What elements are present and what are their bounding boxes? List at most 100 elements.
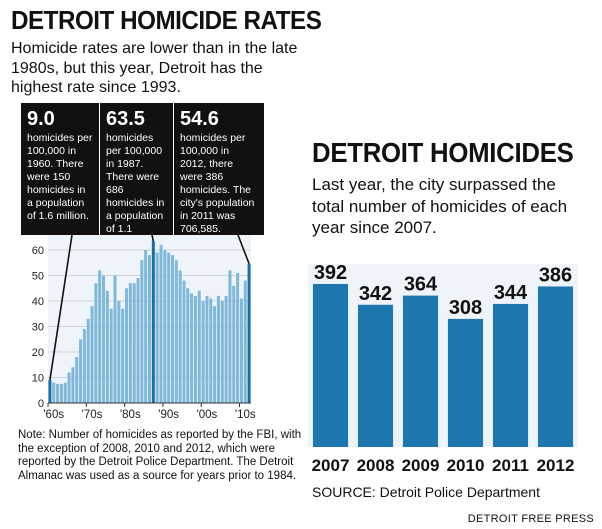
rate-bar-1960: [48, 380, 52, 403]
rate-bar-1971: [90, 306, 94, 403]
rate-bar-1972: [94, 283, 98, 403]
y-tick-label: 20: [32, 347, 44, 359]
x-tick-label: '10s: [235, 409, 256, 421]
rate-bar-2008: [232, 285, 236, 403]
rate-bar-1982: [132, 283, 136, 403]
rate-bar-1999: [197, 290, 201, 403]
count-value-label: 344: [494, 282, 528, 304]
rate-bar-2012: [247, 263, 251, 403]
rate-bar-2001: [205, 295, 209, 403]
callout-1987: 63.5 homicides per 100,000 in 1987. Ther…: [100, 103, 173, 248]
y-tick-label: 0: [38, 398, 44, 410]
count-value-label: 386: [539, 264, 572, 286]
count-category-label: 2012: [537, 456, 575, 475]
count-plot-area: [308, 264, 578, 447]
callout-2012-value: 54.6: [180, 108, 219, 130]
left-chart-subtitle: Homicide rates are lower than in the lat…: [11, 40, 298, 96]
rate-bar-1997: [190, 293, 194, 403]
count-bar-2009: [402, 295, 439, 447]
rate-bar-1987: [151, 241, 155, 403]
x-tick-label: '70s: [82, 409, 103, 421]
count-category-label: 2007: [312, 456, 350, 475]
callout-leader-1960: [49, 234, 73, 381]
rate-bar-2007: [228, 270, 232, 403]
y-tick-label: 10: [32, 373, 44, 385]
x-tick-label: '80s: [120, 409, 141, 421]
rate-bar-1977: [113, 275, 117, 403]
count-category-label: 2009: [402, 456, 440, 475]
rate-bar-1985: [144, 250, 148, 403]
callout-1987-value: 63.5: [106, 108, 145, 130]
y-tick-label: 50: [32, 271, 44, 283]
x-tick-label: '60s: [43, 409, 64, 421]
count-value-label: 364: [404, 274, 438, 296]
rate-bar-1991: [167, 252, 171, 403]
rate-bar-1981: [128, 283, 132, 403]
rate-bar-2003: [213, 306, 217, 403]
rate-bar-1986: [148, 255, 151, 403]
rate-bar-1978: [117, 301, 121, 403]
rate-bar-1993: [174, 260, 178, 403]
y-tick-label: 30: [32, 322, 44, 334]
rate-bar-1966: [71, 367, 75, 403]
count-category-label: 2008: [357, 456, 395, 475]
callout-2012-text: homicides per 100,000 in 2012, there wer…: [180, 132, 255, 235]
count-bar-2012: [537, 286, 574, 447]
rate-bar-1976: [109, 308, 113, 403]
callout-leader-1987: [151, 234, 155, 242]
rate-bar-1967: [75, 357, 79, 403]
y-tick-label: 40: [32, 296, 44, 308]
rate-bar-2000: [201, 301, 205, 403]
publisher-credit: DETROIT FREE PRESS: [467, 513, 594, 525]
rate-bar-1989: [159, 244, 163, 403]
rate-bar-2004: [216, 295, 220, 403]
rate-bar-1963: [59, 383, 63, 403]
callout-2012: 54.6 homicides per 100,000 in 2012, ther…: [174, 103, 264, 235]
callout-1960: 9.0 homicides per 100,000 in 1960. There…: [21, 103, 99, 235]
callout-1960-value: 9.0: [27, 108, 55, 130]
rate-bar-1990: [163, 250, 167, 403]
rate-bar-1964: [63, 382, 67, 403]
count-bar-2008: [357, 304, 394, 447]
rate-bar-2011: [243, 280, 247, 403]
count-value-label: 308: [449, 297, 482, 319]
rate-bar-1961: [52, 382, 56, 403]
right-chart-title: DETROIT HOMICIDES: [312, 137, 574, 168]
y-tick-label: 60: [32, 245, 44, 257]
rate-bar-1969: [82, 329, 86, 403]
rate-bar-2010: [239, 298, 243, 403]
rate-bar-1995: [182, 280, 186, 403]
rate-bar-1965: [67, 372, 71, 403]
x-tick-label: '90s: [158, 409, 179, 421]
count-bar-2010: [447, 318, 484, 447]
rate-bar-1970: [86, 318, 90, 403]
rate-bar-1996: [186, 288, 190, 403]
rate-bar-1980: [125, 288, 129, 403]
rate-bar-1994: [178, 270, 182, 403]
rate-bar-2002: [209, 298, 213, 403]
rate-bar-1984: [140, 260, 144, 403]
rate-bar-1998: [193, 295, 197, 403]
callout-leader-2012: [237, 234, 250, 265]
callout-1960-text: homicides per 100,000 in 1960. There wer…: [27, 132, 93, 222]
count-category-label: 2010: [447, 456, 485, 475]
rate-bar-2009: [236, 272, 240, 403]
rate-bar-1983: [136, 278, 140, 403]
rate-bar-1988: [155, 252, 159, 403]
count-bar-2011: [492, 303, 529, 447]
source-note: SOURCE: Detroit Police Department: [312, 484, 540, 500]
rate-bar-1979: [121, 308, 125, 403]
rate-bar-1962: [56, 383, 60, 403]
x-tick-label: '00s: [197, 409, 218, 421]
rate-bar-1975: [105, 290, 109, 403]
rate-bar-1968: [79, 339, 83, 403]
rate-bar-2006: [224, 295, 228, 403]
rate-bar-1992: [170, 255, 174, 403]
count-value-label: 392: [314, 262, 347, 284]
rate-bar-1973: [98, 270, 102, 403]
left-chart-note: Note: Number of homicides as reported by…: [18, 429, 302, 482]
count-category-label: 2011: [492, 456, 529, 475]
count-bar-2007: [312, 283, 349, 447]
